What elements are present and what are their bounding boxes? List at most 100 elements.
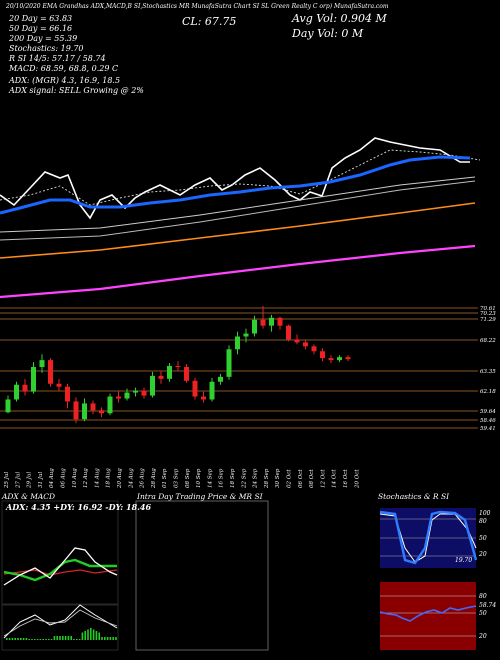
date-label: 10 Aug xyxy=(72,468,78,488)
candle-body xyxy=(337,357,342,361)
macd-signal-line xyxy=(3,609,118,637)
rsi-panel-frame xyxy=(380,582,476,650)
candle-body xyxy=(269,317,274,326)
candle-body xyxy=(209,381,215,400)
rsi-line xyxy=(379,595,477,637)
day-volume: Day Vol: 0 M xyxy=(292,27,364,40)
candle-body xyxy=(158,375,164,379)
candle-body xyxy=(201,396,206,400)
date-label: 12 Oct xyxy=(320,469,326,488)
candle-body xyxy=(311,346,317,352)
candlesticks xyxy=(5,305,351,424)
macd-bar xyxy=(14,638,16,640)
date-label: 04 Aug xyxy=(49,468,55,488)
candle-body xyxy=(141,390,147,396)
candle-body xyxy=(99,410,104,414)
candle-body xyxy=(65,386,70,402)
date-label: 08 Sep xyxy=(185,468,191,488)
macd-bar xyxy=(106,637,109,640)
candle-body xyxy=(226,349,232,377)
macd-bar xyxy=(81,632,84,640)
candle-body xyxy=(5,399,11,413)
macd-readout: MACD: 68.59, 68.8, 0.29 C xyxy=(9,64,119,73)
candle-body xyxy=(175,366,181,368)
date-label: 18 Sep xyxy=(230,468,236,488)
macd-bar xyxy=(22,638,25,640)
adx-plus-di xyxy=(3,558,117,582)
date-label: 22 Sep xyxy=(241,468,247,489)
macd-bar xyxy=(48,639,50,640)
macd-bar xyxy=(109,637,112,640)
macd-bar xyxy=(31,639,33,640)
adx-lines xyxy=(3,547,118,586)
ema-lines xyxy=(0,137,481,299)
macd-bar xyxy=(112,637,114,640)
candle-body xyxy=(133,390,138,393)
price-level-label: 70.23 xyxy=(480,311,496,317)
rsi-label-80: 80 xyxy=(479,593,487,600)
candle-body xyxy=(243,333,249,337)
stoch-label-20: 20 xyxy=(479,551,487,558)
candle-body xyxy=(14,384,19,400)
price-level-label: 70.61 xyxy=(480,306,496,312)
candle-body xyxy=(252,319,257,334)
ema20-readout: 20 Day = 63.83 xyxy=(9,14,73,23)
price-level-label: 62.18 xyxy=(480,389,496,395)
date-label: 06 Oct xyxy=(298,469,304,488)
macd-line xyxy=(3,604,118,639)
candle-body xyxy=(82,403,87,420)
macd-bar xyxy=(84,631,86,640)
macd-bar xyxy=(17,638,19,640)
macd-bar xyxy=(73,639,75,640)
date-label: 16 Sep xyxy=(219,468,225,488)
candle-body xyxy=(90,403,96,411)
ema-gray-1 xyxy=(0,176,476,233)
price-level-label: 58.46 xyxy=(480,418,496,424)
rsi-label-20: 20 xyxy=(479,633,487,640)
stoch-label-100: 100 xyxy=(479,510,491,517)
macd-panel-frame xyxy=(1,604,119,651)
price-level-label: 71.29 xyxy=(480,317,496,323)
date-label: 06 Aug xyxy=(61,468,67,488)
macd-bar xyxy=(28,639,30,640)
date-label: 20 Aug xyxy=(117,468,123,489)
date-label: 31 Jul xyxy=(38,472,44,488)
macd-bar xyxy=(76,639,78,640)
candle-body xyxy=(235,336,240,350)
macd-bar xyxy=(115,637,117,640)
macd-bar xyxy=(87,629,89,640)
price-close-line xyxy=(0,137,470,220)
date-label: 12 Aug xyxy=(83,468,89,488)
macd-bar xyxy=(8,638,11,640)
macd-bar xyxy=(67,636,70,640)
candle-body xyxy=(277,317,283,326)
date-label: 28 Sep xyxy=(264,468,270,489)
candle-body xyxy=(22,384,28,392)
date-label: 24 Aug xyxy=(128,468,134,489)
ema-20-line xyxy=(0,149,481,206)
macd-bar xyxy=(62,636,64,640)
date-label: 28 Aug xyxy=(151,468,157,489)
adx-signal-readout: ADX signal: SELL Growing @ 2% xyxy=(9,86,144,95)
date-label: 18 Aug xyxy=(106,468,112,488)
macd-bar xyxy=(39,639,42,640)
macd-bar xyxy=(98,632,100,640)
macd-histogram xyxy=(3,604,118,640)
date-label: 29 Jul xyxy=(27,472,33,489)
price-level-label: 63.35 xyxy=(480,369,496,375)
macd-bar xyxy=(64,636,67,640)
ema-gray-2 xyxy=(0,180,476,241)
candle-body xyxy=(192,380,198,397)
adx-readout: ADX: (MGR) 4.3, 16.9, 18.5 xyxy=(9,76,121,85)
ema-200-line xyxy=(0,244,476,299)
price-level-label: 59.64 xyxy=(480,409,496,415)
date-label: 14 Aug xyxy=(94,468,100,488)
date-label: 16 Oct xyxy=(343,469,349,488)
stochastics-readout: Stochastics: 19.70 xyxy=(9,44,84,53)
stoch-rsi-title: Stochastics & R SI xyxy=(378,492,450,501)
date-label: 14 Sep xyxy=(207,468,213,488)
ema-100-line xyxy=(0,202,476,259)
intraday-panel-frame xyxy=(135,500,269,651)
